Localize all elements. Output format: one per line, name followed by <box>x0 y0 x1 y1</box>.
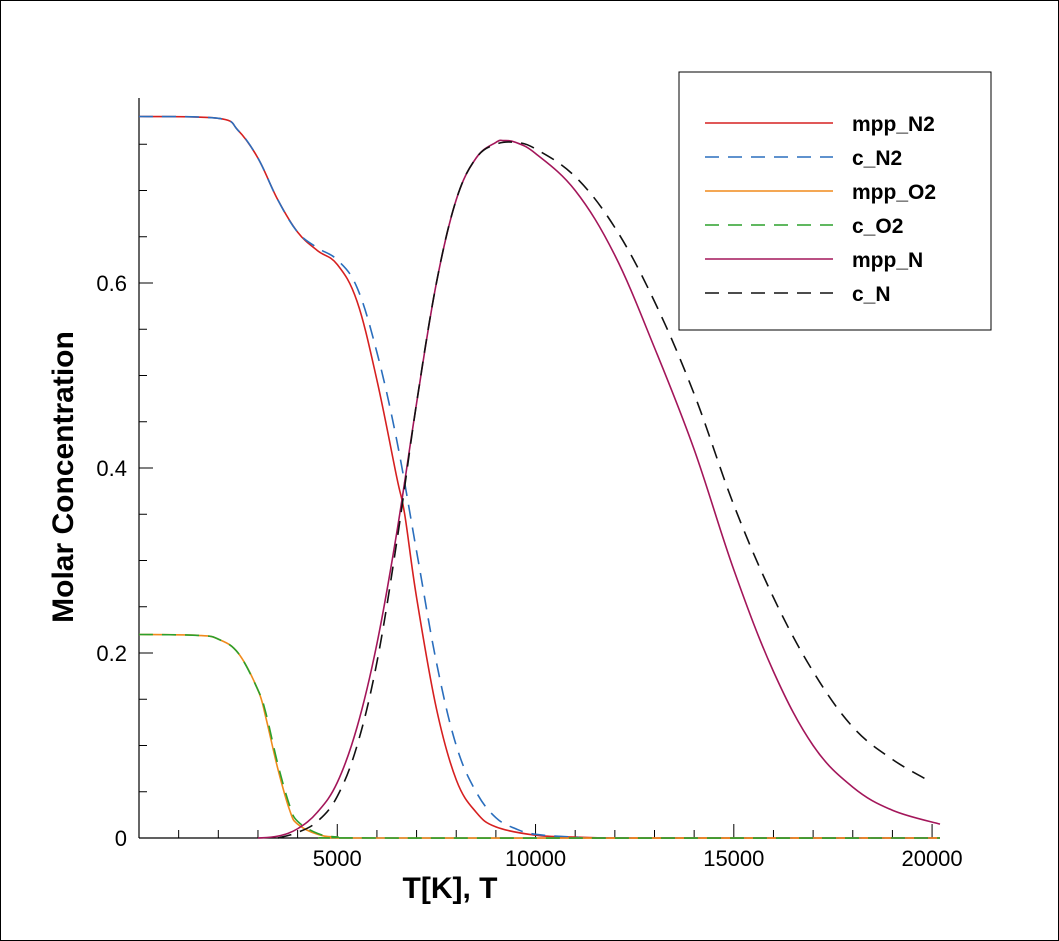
tick-labels: 5000 10000 15000 20000 0 0.2 0.4 0.6 <box>96 271 962 871</box>
x-tick-label: 20000 <box>901 846 962 871</box>
series-line-mpp-n <box>257 139 941 839</box>
axis-ticks <box>139 143 933 838</box>
y-tick-label: 0.4 <box>96 456 127 481</box>
legend-label: mpp_O2 <box>852 181 936 204</box>
legend-label: c_O2 <box>852 215 903 238</box>
legend-label: mpp_N <box>852 249 923 272</box>
series-line-c-o2 <box>138 633 941 839</box>
y-tick-label: 0.6 <box>96 271 127 296</box>
series-line-c-n <box>277 141 933 839</box>
legend-label: mpp_N2 <box>852 113 935 136</box>
x-tick-label: 5000 <box>313 846 362 871</box>
legend-entries: mpp_N2 c_N2 mpp_O2 c_O2 mpp_N c_N <box>705 113 936 306</box>
legend-label: c_N <box>852 283 891 306</box>
legend-box <box>678 71 992 331</box>
x-tick-label: 10000 <box>505 846 566 871</box>
x-tick-label: 15000 <box>703 846 764 871</box>
y-axis-title: Molar Concentration <box>47 331 80 623</box>
series-lines <box>138 115 941 839</box>
x-axis-title: T[K], T <box>403 872 498 905</box>
legend-label: c_N2 <box>852 147 902 170</box>
y-tick-label: 0 <box>115 826 127 851</box>
series-line-c-n2 <box>138 115 941 839</box>
legend: mpp_N2 c_N2 mpp_O2 c_O2 mpp_N c_N <box>678 71 992 331</box>
y-tick-label: 0.2 <box>96 641 127 666</box>
series-line-mpp-o2 <box>138 633 941 839</box>
